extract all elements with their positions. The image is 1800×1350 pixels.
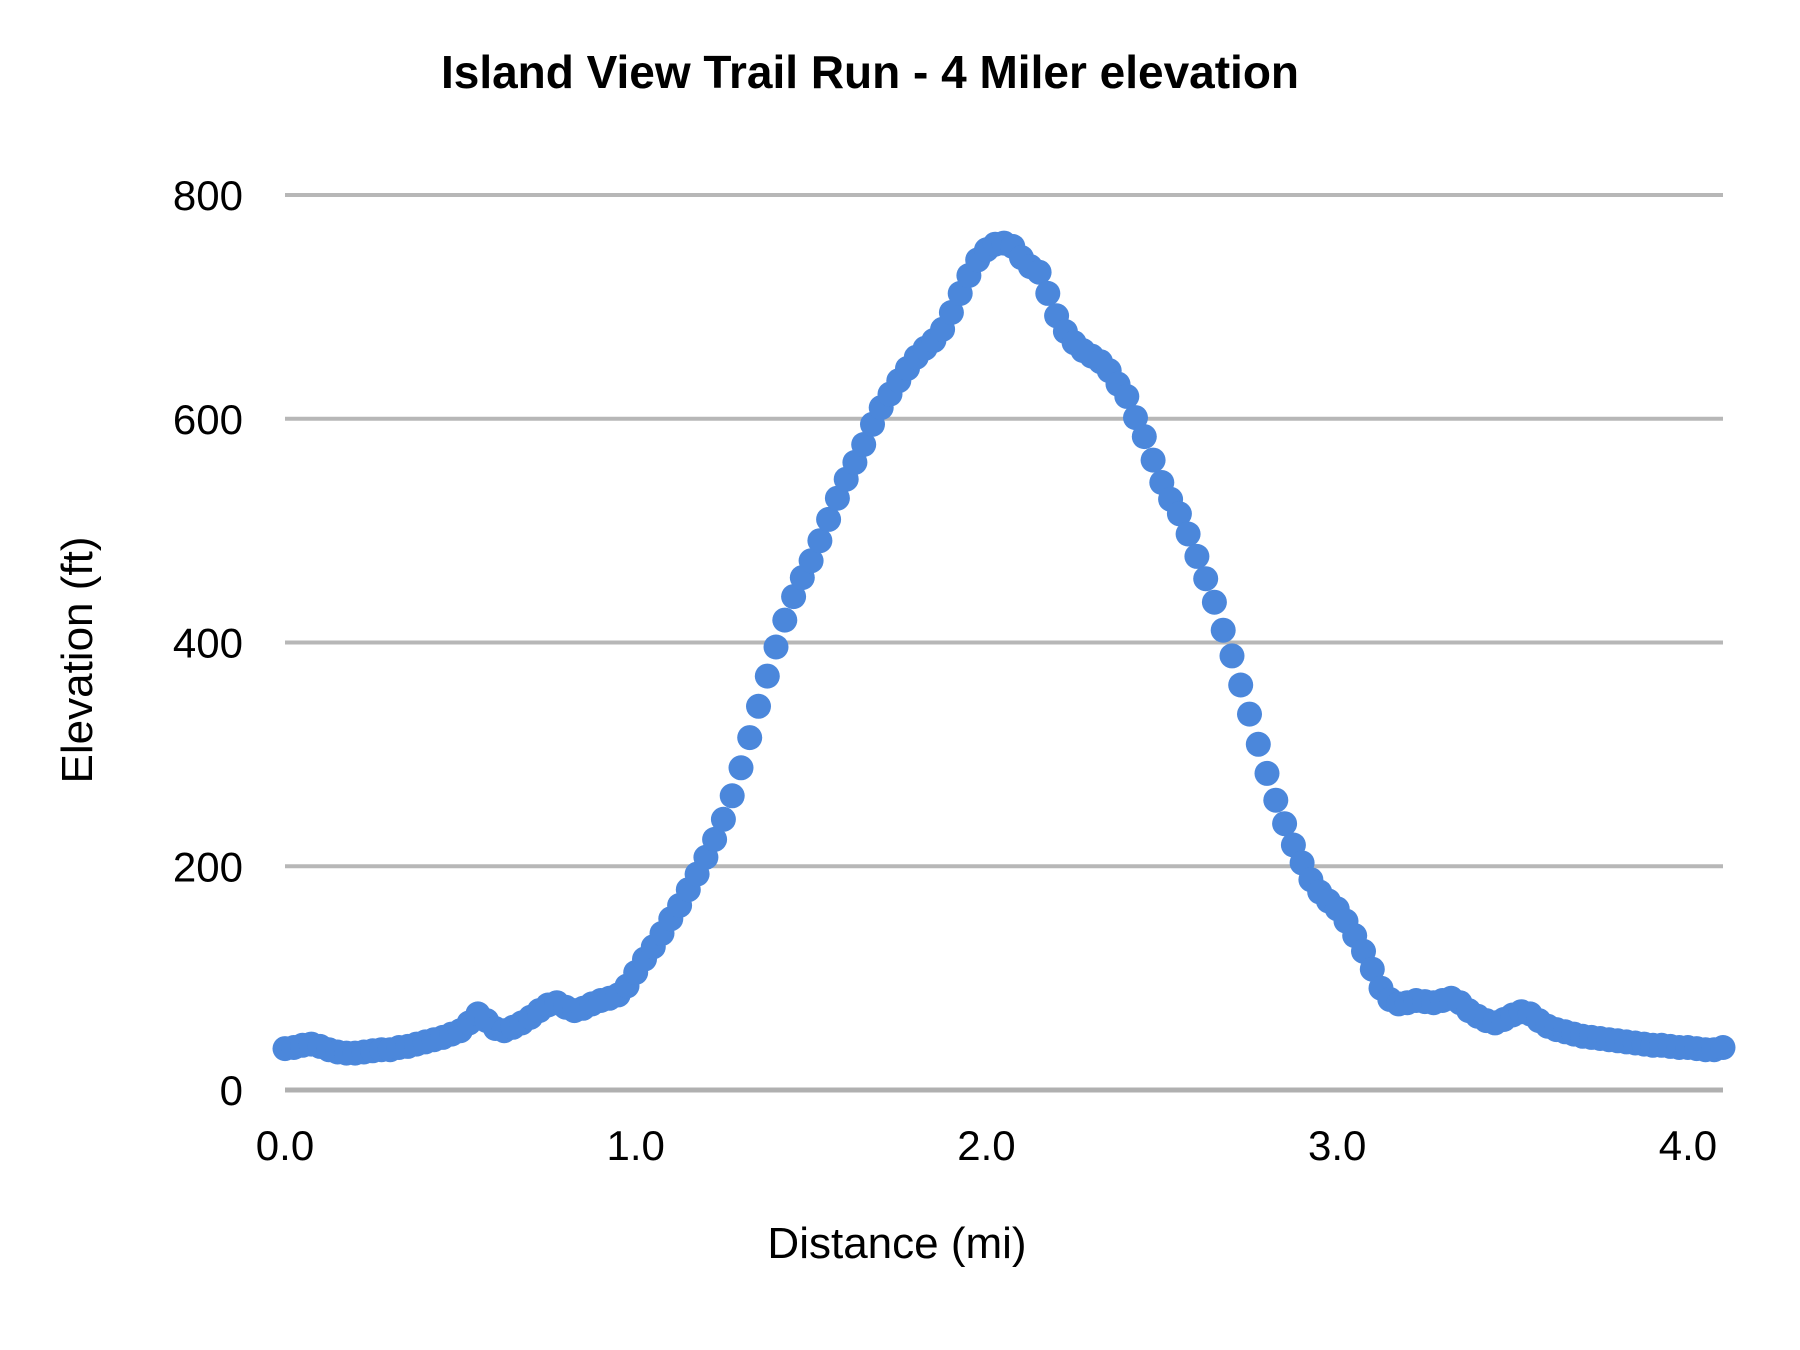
data-point <box>1140 447 1166 473</box>
data-point <box>1228 672 1254 698</box>
x-axis-title: Distance (mi) <box>767 1219 1026 1268</box>
data-point <box>1210 617 1236 643</box>
data-point <box>1272 811 1298 837</box>
data-point <box>1123 405 1148 431</box>
data-point <box>781 584 807 610</box>
x-tick-label: 0.0 <box>256 1122 314 1169</box>
x-tick-label: 2.0 <box>957 1122 1015 1169</box>
data-point <box>851 432 877 457</box>
data-point <box>824 485 850 511</box>
data-point <box>1026 259 1052 285</box>
gridlines <box>285 193 1723 1093</box>
x-axis-tick-labels: 0.0 1.0 2.0 3.0 4.0 <box>256 1122 1717 1169</box>
data-point <box>1710 1035 1736 1060</box>
data-point <box>710 806 736 832</box>
y-tick-label: 800 <box>173 172 243 219</box>
data-point <box>1166 501 1192 527</box>
y-tick-label: 600 <box>173 396 243 443</box>
data-point <box>938 300 964 325</box>
data-point <box>1131 424 1157 450</box>
scatter-series-elevation <box>272 230 1736 1066</box>
data-point <box>1035 280 1061 306</box>
data-point <box>1263 787 1289 813</box>
data-point <box>1184 543 1210 569</box>
y-axis-title: Elevation (ft) <box>53 537 102 784</box>
x-tick-label: 4.0 <box>1659 1122 1717 1169</box>
data-point <box>798 548 824 574</box>
x-tick-label: 3.0 <box>1308 1122 1366 1169</box>
data-point <box>1193 566 1219 592</box>
data-point <box>746 693 771 719</box>
data-point <box>1254 760 1280 786</box>
y-tick-label: 0 <box>220 1067 243 1114</box>
x-tick-label: 1.0 <box>607 1122 665 1169</box>
data-point <box>737 725 763 751</box>
data-point <box>807 528 833 554</box>
data-point <box>1114 383 1140 409</box>
data-point <box>754 663 780 689</box>
data-point <box>1245 731 1271 757</box>
data-point <box>1201 589 1227 615</box>
data-point <box>816 506 842 532</box>
y-axis-tick-labels: 0 200 400 600 800 <box>173 172 243 1114</box>
data-point <box>772 607 798 633</box>
data-point <box>728 755 754 781</box>
data-point <box>1175 521 1201 547</box>
data-point <box>719 783 745 809</box>
data-point <box>1219 643 1245 669</box>
y-tick-label: 200 <box>173 843 243 890</box>
data-point <box>1359 956 1385 982</box>
chart-title: Island View Trail Run - 4 Miler elevatio… <box>441 46 1299 98</box>
data-point <box>763 634 789 660</box>
y-tick-label: 400 <box>173 620 243 667</box>
data-point <box>1237 701 1262 727</box>
data-point <box>702 826 728 852</box>
